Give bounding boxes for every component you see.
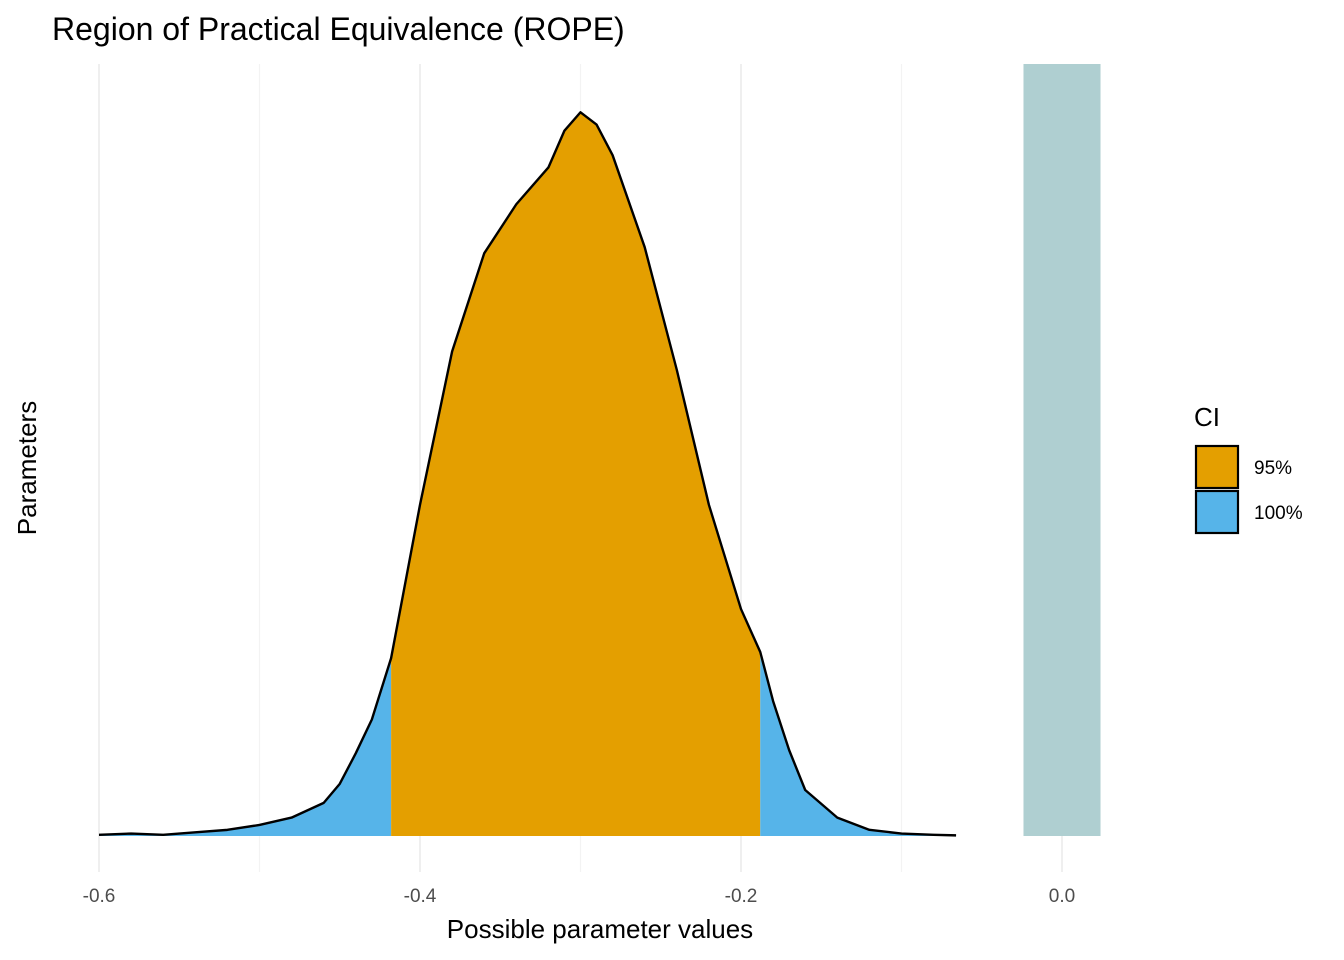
rope-band xyxy=(1023,64,1101,836)
legend-label: 100% xyxy=(1254,503,1303,524)
density-outline xyxy=(98,111,957,837)
x-tick-label: -0.4 xyxy=(404,886,437,907)
ci-95-area xyxy=(391,112,761,837)
legend-key xyxy=(1194,444,1240,490)
x-tick-label: -0.6 xyxy=(83,886,116,907)
legend-title: CI xyxy=(1194,402,1220,432)
legend: CI 95% 100% xyxy=(1194,402,1303,535)
ci-100-left-area xyxy=(99,658,392,836)
legend-label: 95% xyxy=(1254,458,1292,479)
legend-key xyxy=(1194,489,1240,535)
density-layer xyxy=(98,111,957,837)
x-axis-ticks: -0.6 -0.4 -0.2 0.0 xyxy=(83,886,1076,907)
rope-band-layer xyxy=(1023,64,1101,836)
x-tick-label: 0.0 xyxy=(1049,886,1075,907)
ci-100-right-area xyxy=(760,652,957,836)
x-tick-label: -0.2 xyxy=(725,886,758,907)
chart-title: Region of Practical Equivalence (ROPE) xyxy=(52,11,625,47)
y-axis-title: Parameters xyxy=(12,401,42,535)
x-axis-title: Possible parameter values xyxy=(447,914,753,944)
